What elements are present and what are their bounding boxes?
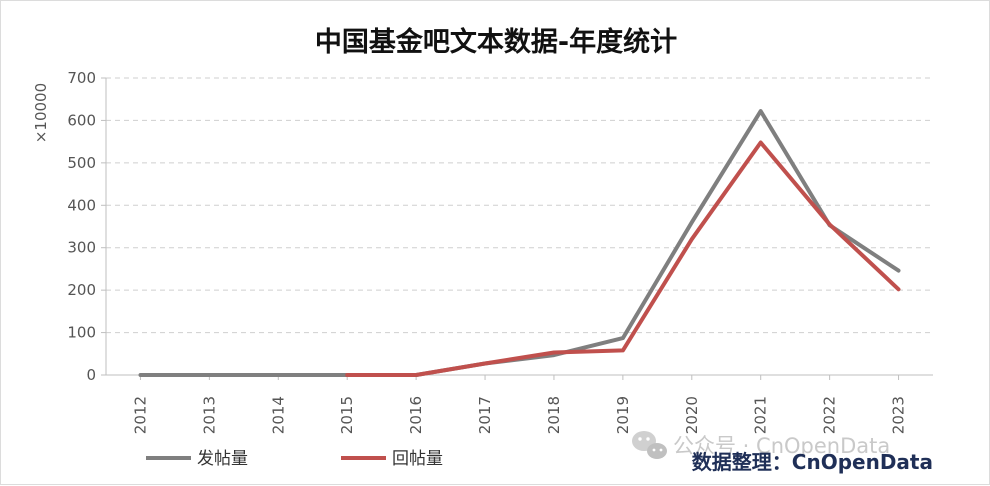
x-tick-label: 2016 [407, 396, 425, 434]
legend-item-posts: 发帖量 [146, 449, 248, 469]
y-tick-label: 0 [86, 366, 96, 384]
x-tick-label: 2023 [890, 396, 908, 434]
series-lines [138, 109, 901, 377]
x-tick-label: 2018 [545, 396, 563, 434]
y-axis-unit-label: ×10000 [32, 83, 50, 143]
x-tick-label: 2014 [269, 396, 287, 434]
legend-label-replies: 回帖量 [392, 449, 443, 469]
y-tick-label: 300 [67, 239, 96, 257]
legend-label-posts: 发帖量 [197, 449, 248, 469]
legend: 发帖量 回帖量 [146, 449, 443, 469]
x-tick-label: 2017 [476, 396, 494, 434]
x-tick-label: 2013 [200, 396, 218, 434]
y-tick-label: 600 [67, 111, 96, 129]
legend-item-replies: 回帖量 [341, 449, 443, 469]
wechat-watermark: 公众号 · CnOpenData [632, 431, 890, 459]
series-line-0 [138, 109, 901, 377]
x-tick-label: 2022 [821, 396, 839, 434]
y-tick-labels: 0 100 200 300 400 500 600 700 [67, 69, 96, 384]
x-tick-label: 2020 [683, 396, 701, 434]
x-tick-label: 2015 [338, 396, 356, 434]
axes [101, 77, 933, 380]
y-tick-label: 400 [67, 196, 96, 214]
wechat-icon [632, 431, 667, 459]
chart-title: 中国基金吧文本数据-年度统计 [315, 26, 677, 58]
data-source-label: 数据整理：CnOpenData [692, 450, 933, 474]
x-tick-label: 2021 [752, 396, 770, 434]
y-tick-label: 500 [67, 154, 96, 172]
x-tick-label: 2019 [614, 396, 632, 434]
x-tick-labels: 2012 2013 2014 2015 2016 2017 2018 2019 2020 2021… [131, 396, 907, 434]
series-line-1 [345, 140, 901, 377]
y-tick-label: 200 [67, 281, 96, 299]
watermark-text: 公众号 · CnOpenData [673, 434, 890, 458]
grid-lines [106, 77, 933, 334]
y-tick-label: 100 [67, 324, 96, 342]
y-tick-label: 700 [67, 69, 96, 87]
x-tick-label: 2012 [131, 396, 149, 434]
